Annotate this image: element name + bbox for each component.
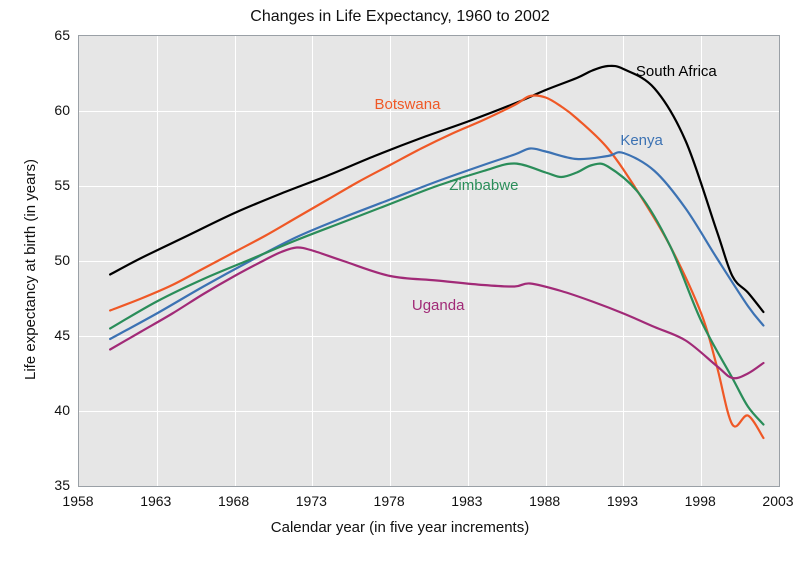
- line-series-layer: [79, 36, 779, 486]
- x-tick-label: 1978: [374, 493, 405, 509]
- x-tick-label: 1998: [685, 493, 716, 509]
- x-tick-label: 1963: [140, 493, 171, 509]
- x-tick-label: 1993: [607, 493, 638, 509]
- x-tick-label: 1958: [62, 493, 93, 509]
- y-tick-label: 55: [30, 177, 70, 193]
- y-tick-label: 40: [30, 402, 70, 418]
- x-tick-label: 1968: [218, 493, 249, 509]
- x-axis-label: Calendar year (in five year increments): [0, 519, 800, 536]
- y-tick-label: 35: [30, 477, 70, 493]
- x-tick-label: 1983: [451, 493, 482, 509]
- series-line-botswana: [110, 95, 763, 438]
- x-tick-label: 1973: [296, 493, 327, 509]
- series-line-south-africa: [110, 66, 763, 312]
- y-tick-label: 45: [30, 327, 70, 343]
- y-tick-label: 60: [30, 102, 70, 118]
- plot-area: South AfricaBotswanaKenyaZimbabweUganda: [78, 35, 780, 487]
- series-line-kenya: [110, 148, 763, 339]
- chart-container: Changes in Life Expectancy, 1960 to 2002…: [0, 0, 800, 563]
- series-line-zimbabwe: [110, 163, 763, 424]
- chart-title: Changes in Life Expectancy, 1960 to 2002: [0, 8, 800, 26]
- y-tick-label: 65: [30, 27, 70, 43]
- x-tick-label: 1988: [529, 493, 560, 509]
- y-tick-label: 50: [30, 252, 70, 268]
- x-tick-label: 2003: [762, 493, 793, 509]
